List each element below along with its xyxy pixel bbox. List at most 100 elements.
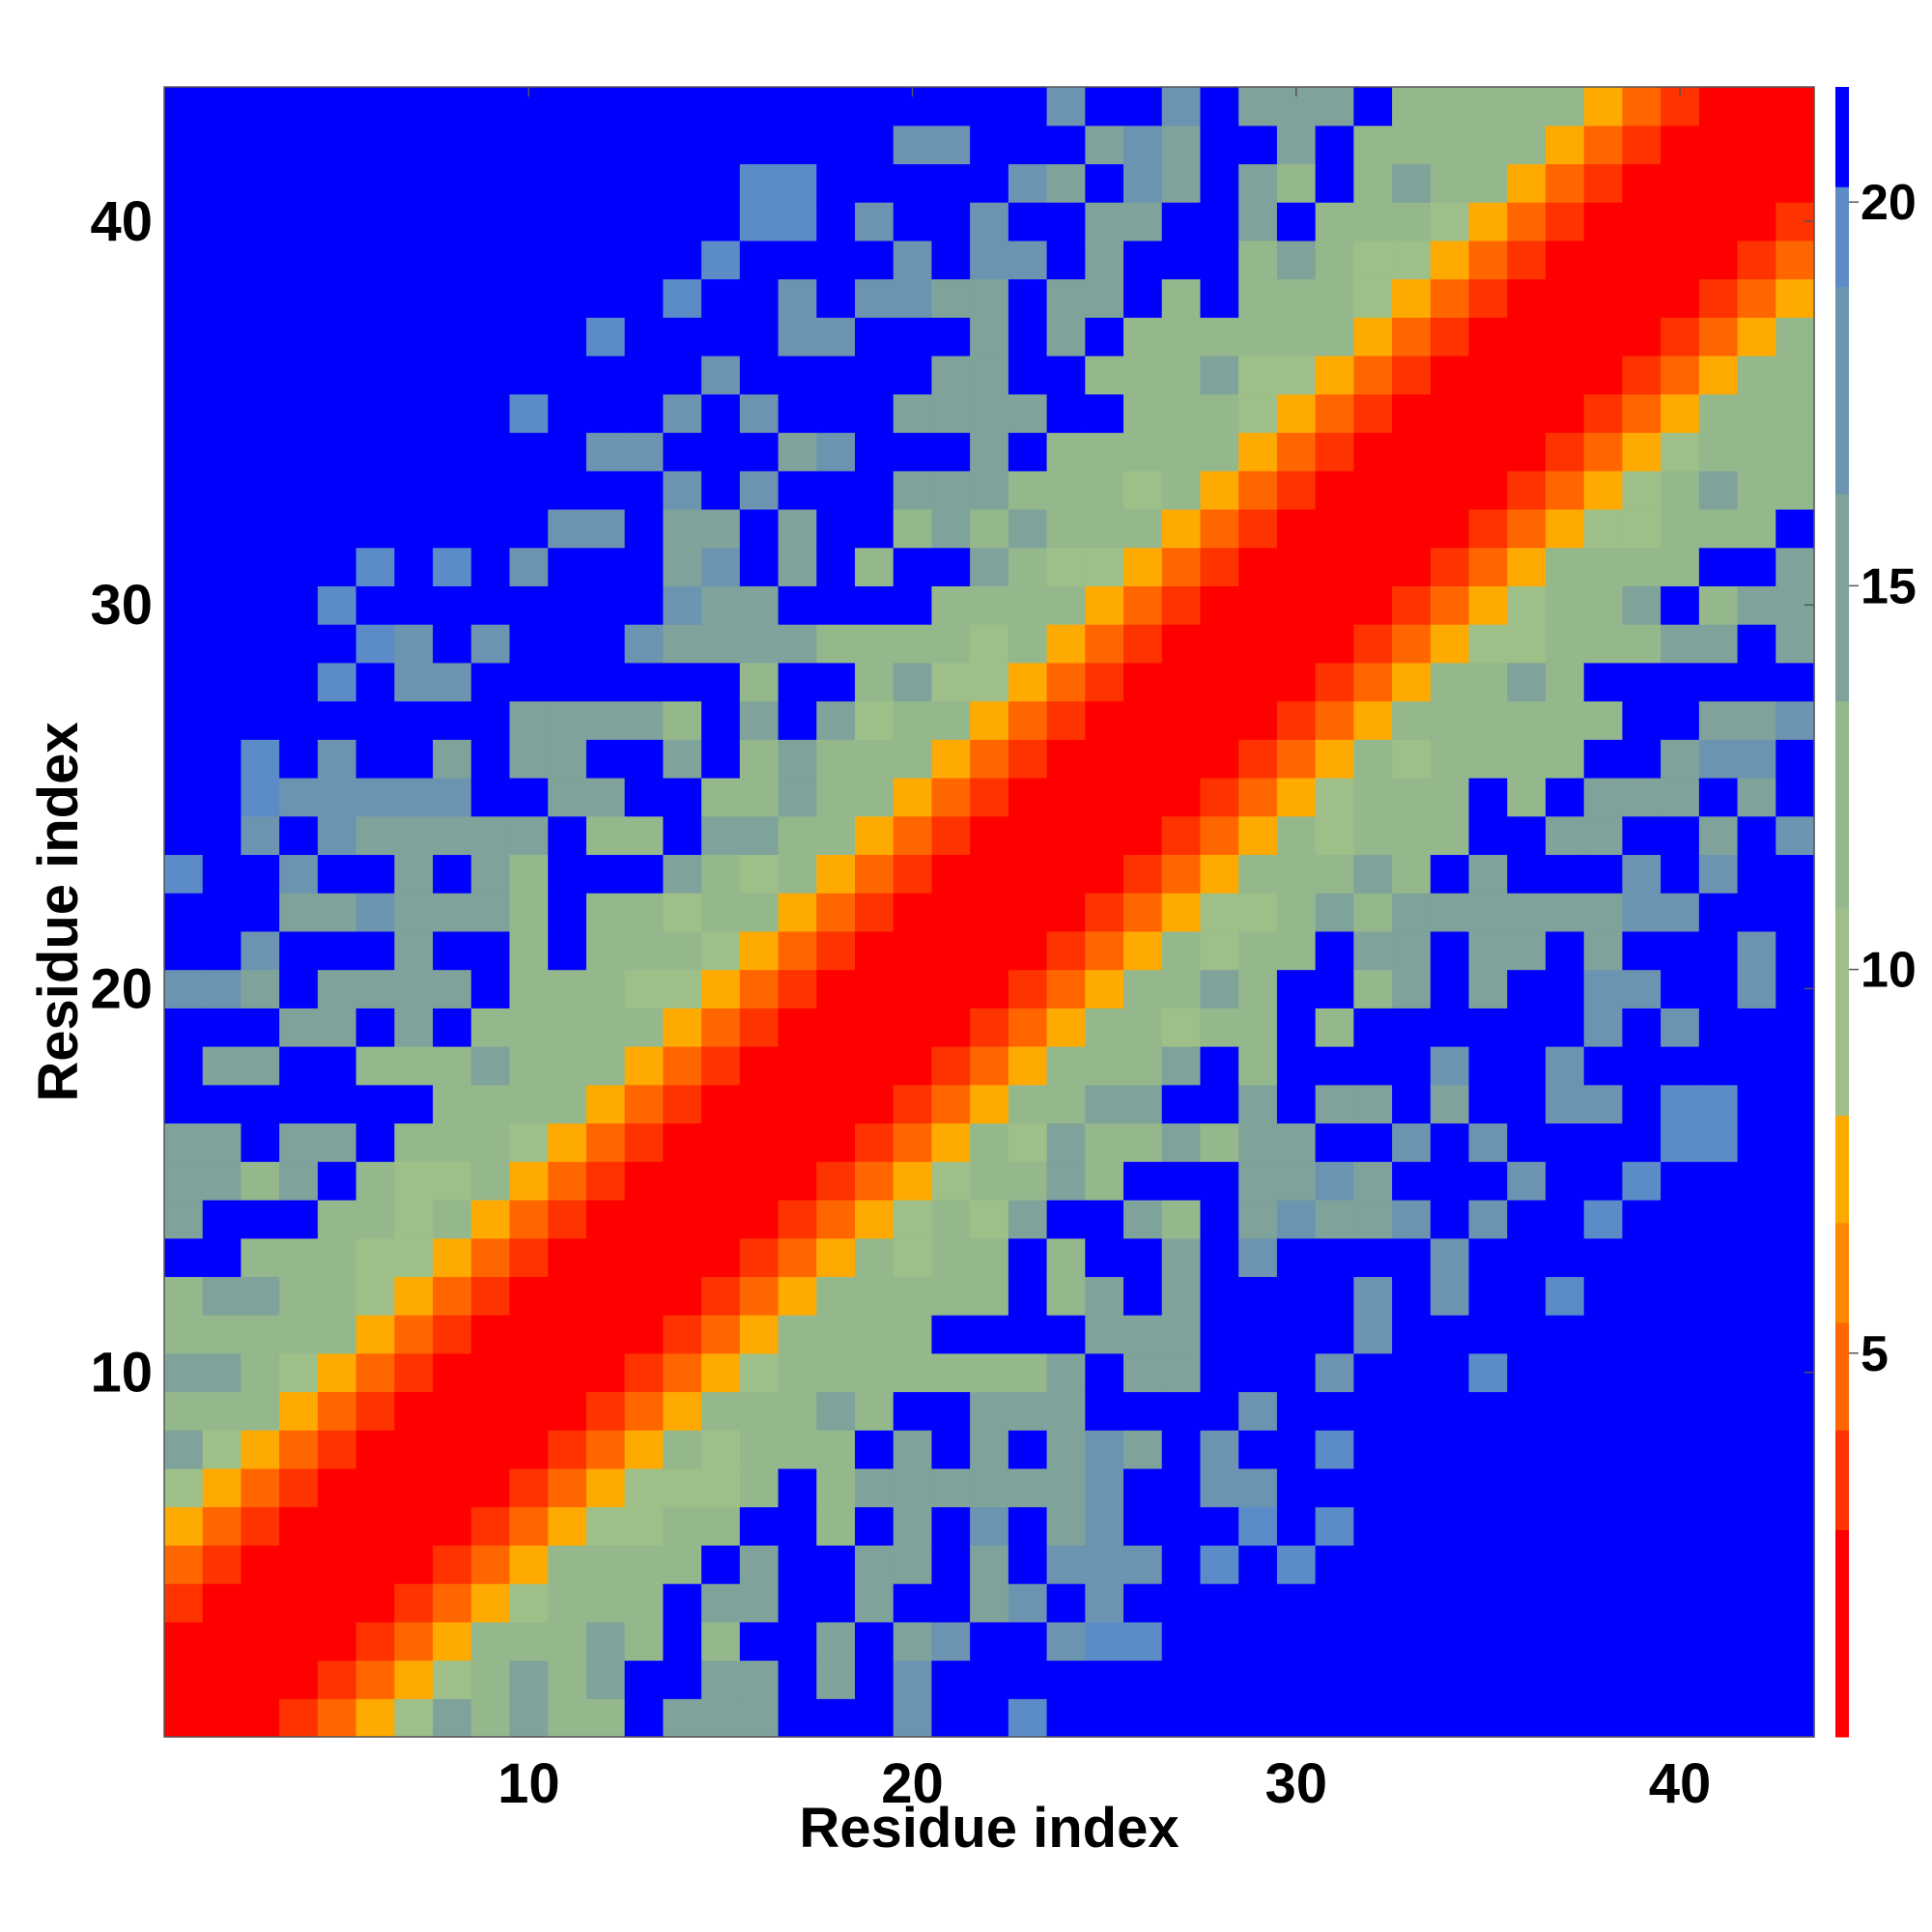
- colorbar-tick-label: 5: [1861, 1326, 1889, 1382]
- heatmap-cell: [1046, 777, 1086, 817]
- heatmap-cell: [1392, 470, 1432, 510]
- heatmap-cell: [1008, 1545, 1048, 1584]
- heatmap-cell: [202, 624, 242, 664]
- heatmap-cell: [1200, 662, 1239, 702]
- heatmap-cell: [1315, 1084, 1354, 1124]
- heatmap-cell: [164, 893, 204, 932]
- heatmap-cell: [585, 547, 626, 586]
- heatmap-cell: [778, 1583, 817, 1623]
- heatmap-cell: [1085, 278, 1124, 318]
- heatmap-cell: [778, 585, 817, 625]
- heatmap-cell: [739, 1467, 780, 1508]
- heatmap-cell: [1238, 1352, 1278, 1393]
- heatmap-cell: [1776, 1660, 1815, 1699]
- heatmap-cell: [1430, 1046, 1470, 1086]
- heatmap-cell: [1161, 893, 1202, 932]
- heatmap-cell: [585, 624, 626, 664]
- heatmap-cell: [893, 1391, 933, 1431]
- heatmap-cell: [1622, 240, 1662, 280]
- heatmap-cell: [202, 1698, 242, 1738]
- heatmap-cell: [355, 1084, 395, 1124]
- heatmap-cell: [1430, 163, 1470, 203]
- heatmap-cell: [1008, 1161, 1048, 1201]
- heatmap-cell: [433, 1276, 472, 1316]
- heatmap-cell: [893, 163, 933, 203]
- heatmap-cell: [1353, 508, 1393, 549]
- heatmap-cell: [931, 1084, 971, 1124]
- heatmap-cell: [1161, 317, 1202, 356]
- heatmap-cell: [931, 739, 971, 779]
- heatmap-cell: [1430, 624, 1470, 664]
- heatmap-cell: [1276, 1161, 1317, 1201]
- heatmap-cell: [470, 854, 511, 894]
- heatmap-cell: [317, 125, 357, 165]
- heatmap-cell: [893, 1545, 933, 1584]
- heatmap-cell: [1468, 240, 1508, 280]
- heatmap-cell: [624, 508, 664, 549]
- heatmap-cell: [548, 432, 587, 471]
- heatmap-cell: [241, 87, 280, 127]
- heatmap-cell: [470, 1237, 511, 1277]
- heatmap-cell: [893, 202, 933, 242]
- heatmap-cell: [1123, 1084, 1163, 1124]
- heatmap-cell: [1315, 1467, 1354, 1508]
- heatmap-cell: [241, 1467, 280, 1508]
- heatmap-cell: [1200, 1315, 1239, 1354]
- heatmap-cell: [931, 969, 971, 1009]
- heatmap-cell: [1353, 1583, 1393, 1623]
- heatmap-cell: [1085, 432, 1124, 471]
- heatmap-cell: [1200, 202, 1239, 242]
- heatmap-cell: [1315, 547, 1354, 586]
- heatmap-cell: [433, 1237, 472, 1277]
- heatmap-cell: [1622, 1161, 1662, 1201]
- heatmap-cell: [778, 1391, 817, 1431]
- heatmap-cell: [893, 1352, 933, 1393]
- heatmap-cell: [1200, 930, 1239, 971]
- heatmap-cell: [624, 432, 664, 471]
- heatmap-cell: [1545, 1467, 1585, 1508]
- heatmap-cell: [202, 1161, 242, 1201]
- heatmap-cell: [893, 777, 933, 817]
- heatmap-cell: [854, 1506, 895, 1546]
- heatmap-cell: [585, 777, 626, 817]
- heatmap-cell: [1507, 1161, 1547, 1201]
- heatmap-cell: [433, 815, 472, 856]
- heatmap-cell: [1276, 777, 1317, 817]
- heatmap-cell: [164, 163, 204, 203]
- heatmap-cell: [317, 1161, 357, 1201]
- heatmap-cell: [854, 470, 895, 510]
- heatmap-cell: [1430, 1237, 1470, 1277]
- heatmap-cell: [241, 508, 280, 549]
- heatmap-cell: [1392, 87, 1432, 127]
- heatmap-cell: [1622, 547, 1662, 586]
- plot-frame: [163, 86, 1815, 1738]
- heatmap-cell: [893, 1660, 933, 1699]
- heatmap-cell: [1698, 739, 1739, 779]
- heatmap-cell: [739, 355, 780, 395]
- heatmap-cell: [1507, 1199, 1547, 1239]
- heatmap-cell: [1315, 393, 1354, 434]
- x-tick-label: 30: [1265, 1752, 1328, 1815]
- heatmap-cell: [1085, 854, 1124, 894]
- heatmap-cell: [1123, 624, 1163, 664]
- heatmap-cell: [1315, 508, 1354, 549]
- heatmap-cell: [1545, 1008, 1585, 1047]
- heatmap-cell: [970, 317, 1009, 356]
- heatmap-cell: [1776, 1430, 1815, 1469]
- heatmap-cell: [1123, 739, 1163, 779]
- heatmap-cell: [1698, 1352, 1739, 1393]
- heatmap-cell: [778, 240, 817, 280]
- heatmap-cell: [241, 1122, 280, 1162]
- heatmap-cell: [1583, 930, 1623, 971]
- heatmap-cell: [970, 969, 1009, 1009]
- heatmap-cell: [931, 854, 971, 894]
- heatmap-cell: [317, 470, 357, 510]
- heatmap-cell: [1353, 240, 1393, 280]
- heatmap-cell: [739, 1315, 780, 1354]
- heatmap-cell: [1430, 1698, 1470, 1738]
- heatmap-cell: [1276, 355, 1317, 395]
- heatmap-cell: [1315, 585, 1354, 625]
- heatmap-cell: [1085, 125, 1124, 165]
- heatmap-cell: [1776, 700, 1815, 740]
